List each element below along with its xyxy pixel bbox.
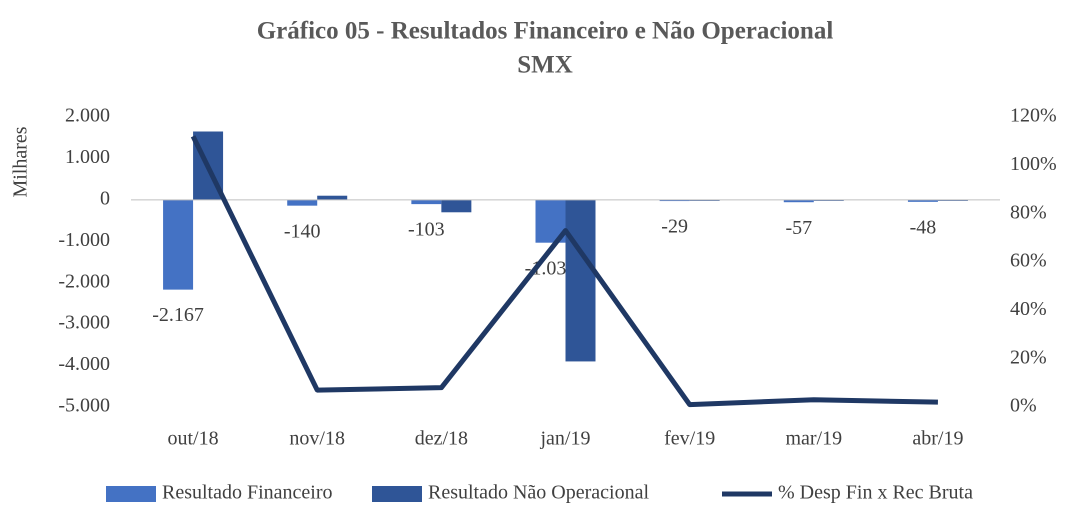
x-tick-label: mar/19 — [785, 428, 842, 450]
line — [190, 135, 938, 408]
data-label: -29 — [661, 216, 688, 238]
data-label: -103 — [408, 219, 445, 241]
y2-tick-label: 40% — [1010, 298, 1047, 320]
y-tick-label: 1.000 — [65, 146, 110, 168]
y2-tick-label: 20% — [1010, 346, 1047, 368]
bar — [907, 199, 938, 202]
y-tick-label: -5.000 — [58, 395, 110, 417]
x-tick-label: fev/19 — [664, 428, 715, 450]
x-tick-label: jan/19 — [540, 428, 591, 450]
chart-title: SMX — [517, 52, 573, 79]
chart-title: Gráfico 05 - Resultados Financeiro e Não… — [257, 18, 834, 45]
y-tick-label: 2.000 — [65, 105, 110, 127]
y2-tick-label: 80% — [1010, 201, 1047, 223]
y2-tick-label: 100% — [1010, 153, 1057, 175]
y2-tick-label: 120% — [1010, 105, 1057, 127]
bar — [317, 195, 348, 200]
y-tick-label: -1.000 — [58, 229, 110, 251]
x-tick-label: out/18 — [168, 428, 219, 450]
y-tick-label: -4.000 — [58, 353, 110, 375]
legend-label: Resultado Financeiro — [162, 482, 333, 504]
data-label: -48 — [910, 216, 937, 238]
legend-swatch — [106, 486, 156, 502]
y-tick-label: 0 — [100, 187, 110, 209]
bar — [783, 199, 814, 203]
bar — [163, 199, 194, 290]
y-axis-label: Milhares — [10, 126, 32, 197]
legend-swatch — [372, 486, 422, 502]
x-tick-label: nov/18 — [289, 428, 345, 450]
bar — [411, 199, 442, 205]
x-tick-label: dez/18 — [415, 428, 468, 450]
bar — [565, 199, 596, 362]
y-tick-label: -3.000 — [58, 312, 110, 334]
data-label: -140 — [284, 220, 321, 242]
y2-tick-label: 0% — [1010, 395, 1037, 417]
legend-label: % Desp Fin x Rec Bruta — [778, 482, 973, 504]
data-label: -2.167 — [152, 304, 204, 326]
x-tick-label: abr/19 — [912, 428, 963, 450]
y-tick-label: -2.000 — [58, 270, 110, 292]
y2-tick-label: 60% — [1010, 250, 1047, 272]
bar — [287, 199, 318, 206]
legend-label: Resultado Não Operacional — [428, 482, 649, 504]
data-label: -57 — [785, 217, 812, 239]
bar — [441, 199, 472, 213]
bar — [659, 199, 690, 202]
